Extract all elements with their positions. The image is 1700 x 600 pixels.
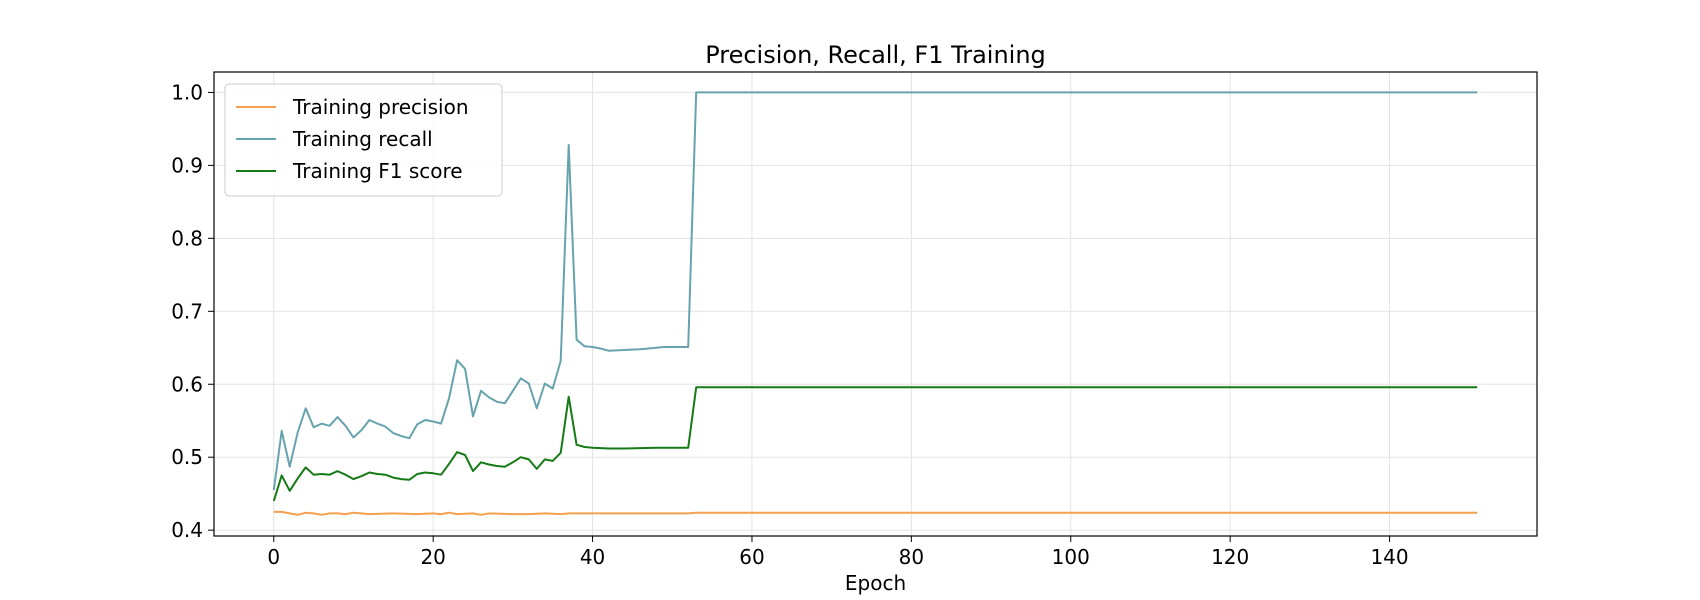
- x-tick-label: 120: [1211, 545, 1249, 569]
- legend-label: Training F1 score: [292, 159, 463, 183]
- y-tick-label: 0.6: [171, 372, 203, 396]
- series-lines: [272, 91, 1478, 516]
- axis-ticks: 0 20 40 60 80 100 120 140 0.4 0.5 0.6 0.7 0.8 0.9 1.0: [171, 80, 1408, 569]
- x-tick-label: 40: [580, 545, 605, 569]
- series-line-training-f1-score: [272, 386, 1478, 502]
- series-line-training-precision: [273, 510, 1478, 516]
- legend-box: [224, 83, 503, 197]
- x-tick-label: 140: [1370, 545, 1408, 569]
- x-tick-label: 60: [739, 545, 764, 569]
- x-axis-label: Epoch: [845, 571, 906, 595]
- chart-title: Precision, Recall, F1 Training: [705, 41, 1046, 69]
- y-tick-label: 0.4: [171, 518, 203, 542]
- y-tick-label: 1.0: [171, 80, 203, 104]
- y-tick-label: 0.8: [171, 226, 203, 250]
- y-tick-label: 0.5: [171, 445, 203, 469]
- x-tick-label: 0: [267, 545, 280, 569]
- legend-label: Training recall: [292, 127, 433, 151]
- plot-area-frame: [213, 71, 1538, 537]
- x-tick-label: 20: [420, 545, 445, 569]
- legend: Training precision Training recall Trainin…: [224, 83, 503, 197]
- x-tick-label: 100: [1052, 545, 1090, 569]
- y-tick-label: 0.9: [171, 153, 203, 177]
- series-line-training-recall: [272, 91, 1478, 491]
- legend-label: Training precision: [292, 95, 469, 119]
- y-tick-label: 0.7: [171, 299, 203, 323]
- x-tick-label: 80: [899, 545, 924, 569]
